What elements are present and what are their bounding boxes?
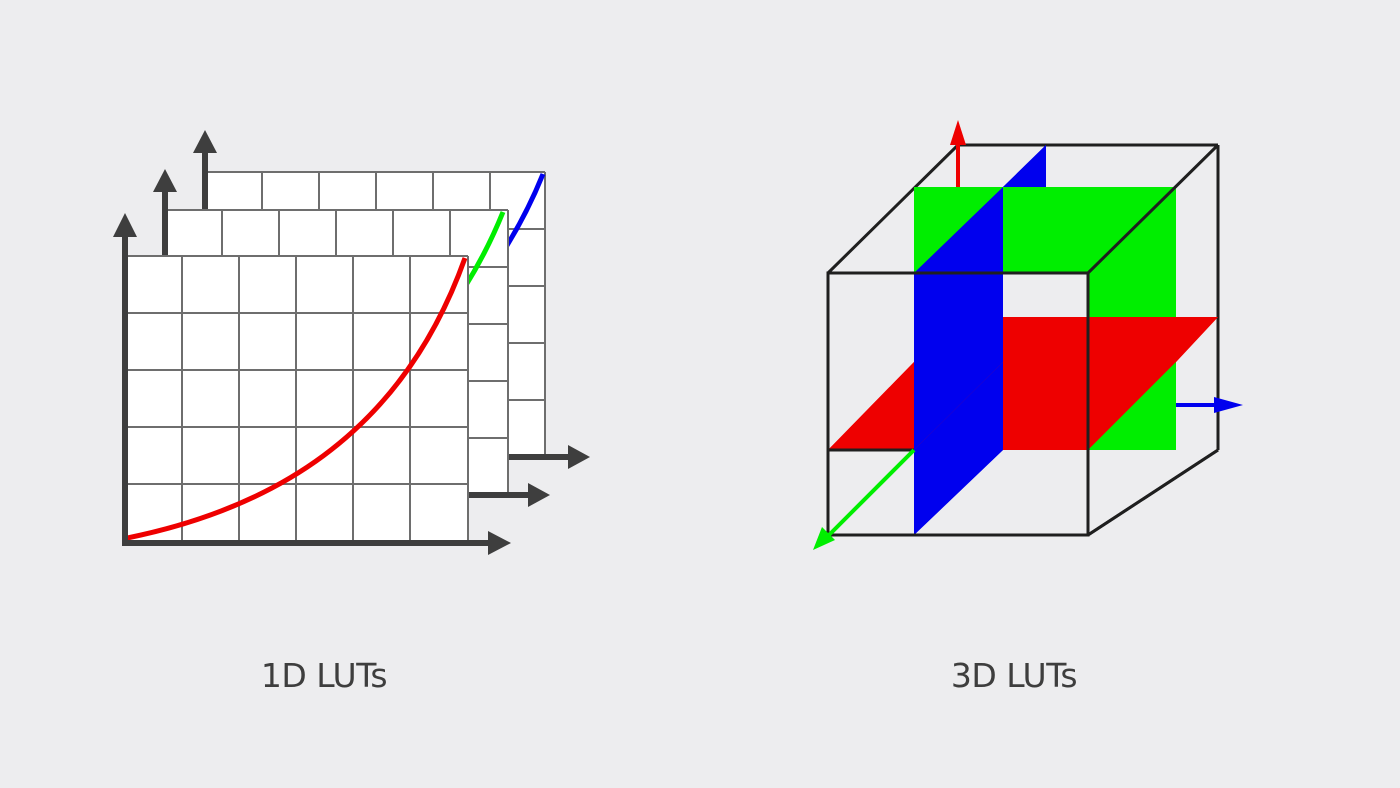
blue-x-arrow-icon	[568, 445, 590, 469]
green-x-arrow-icon	[528, 483, 550, 507]
red-curve	[126, 257, 468, 541]
red-axis-arrow-icon	[950, 120, 966, 145]
blue-y-arrow-icon	[193, 130, 217, 153]
green-axis	[824, 448, 916, 540]
green-plane-lower	[1088, 362, 1176, 450]
blue-axis-arrow-icon	[1214, 397, 1243, 413]
lut-1d-caption: 1D LUTs	[260, 656, 388, 695]
red-x-arrow-icon	[488, 531, 511, 555]
green-axis-arrow-icon	[813, 527, 835, 550]
lut-3d-diagram	[813, 120, 1243, 550]
blue-plane-top	[1003, 145, 1046, 187]
red-channel-grid	[113, 213, 511, 555]
green-y-arrow-icon	[153, 169, 177, 192]
lut-1d-diagram	[113, 130, 590, 555]
cube-front-edges	[826, 143, 1220, 537]
lut-3d-caption: 3D LUTs	[950, 656, 1078, 695]
blue-plane-overlay	[914, 362, 1003, 450]
red-y-arrow-icon	[113, 213, 137, 237]
